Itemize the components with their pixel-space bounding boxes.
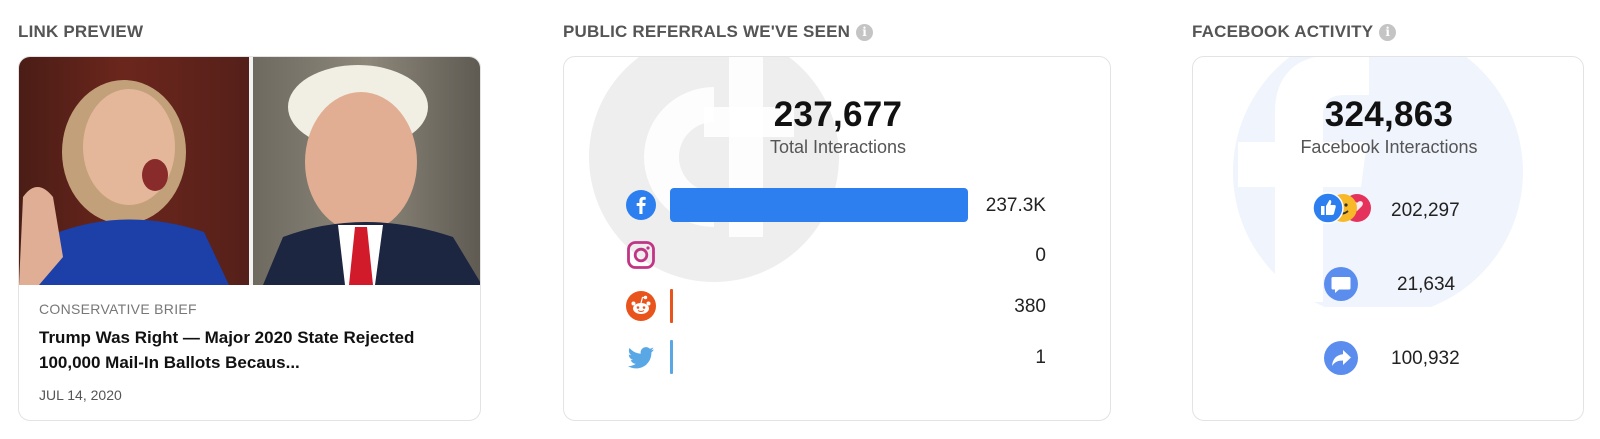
info-icon[interactable]: i <box>1379 23 1397 41</box>
referrals-card: 237,677 Total Interactions 237.3K 0 <box>563 56 1111 421</box>
referral-row-facebook: 237.3K <box>564 186 1110 226</box>
referral-row-instagram: 0 <box>564 236 1110 276</box>
facebook-activity-heading: FACEBOOK ACTIVITY i <box>1192 22 1397 42</box>
total-interactions-value: 237,677 <box>773 95 903 134</box>
referral-value-reddit: 380 <box>1014 296 1046 317</box>
twitter-icon <box>627 347 654 369</box>
referral-row-reddit: 380 <box>564 287 1110 327</box>
total-interactions-label: Total Interactions <box>769 137 907 157</box>
share-icon <box>1324 341 1358 375</box>
comments-count: 21,634 <box>1397 274 1456 295</box>
link-date: JUL 14, 2020 <box>39 387 122 403</box>
facebook-row-shares: 100,932 <box>1193 339 1583 379</box>
info-icon[interactable]: i <box>856 23 874 41</box>
referral-row-twitter: 1 <box>564 338 1110 378</box>
referral-bar-twitter <box>670 340 673 374</box>
link-preview-image <box>19 57 480 285</box>
referral-value-facebook: 237.3K <box>985 195 1046 216</box>
facebook-row-comments: 21,634 <box>1193 265 1583 305</box>
link-title[interactable]: Trump Was Right — Major 2020 State Rejec… <box>39 328 415 372</box>
facebook-interactions-label: Facebook Interactions <box>1300 137 1478 157</box>
reactions-icon <box>1312 192 1371 224</box>
comment-icon <box>1324 267 1358 301</box>
shares-count: 100,932 <box>1391 348 1460 369</box>
link-preview-card[interactable]: CONSERVATIVE BRIEF Trump Was Right — Maj… <box>18 56 481 421</box>
facebook-activity-card: 324,863 Facebook Interactions 202,297 21… <box>1192 56 1584 421</box>
facebook-row-reactions: 202,297 <box>1193 191 1583 231</box>
instagram-icon <box>627 241 655 269</box>
facebook-icon <box>626 190 656 220</box>
reactions-count: 202,297 <box>1391 200 1460 221</box>
referrals-heading: PUBLIC REFERRALS WE'VE SEEN i <box>563 22 874 42</box>
referral-value-twitter: 1 <box>1035 347 1046 368</box>
link-source: CONSERVATIVE BRIEF <box>39 301 197 317</box>
referral-bar-facebook <box>670 188 968 222</box>
reddit-icon <box>626 291 656 321</box>
photo-right <box>253 57 480 285</box>
facebook-interactions-value: 324,863 <box>1324 95 1454 134</box>
referral-bar-reddit <box>670 289 673 323</box>
photo-left <box>19 57 249 285</box>
referral-value-instagram: 0 <box>1035 245 1046 266</box>
link-preview-heading: LINK PREVIEW <box>18 22 144 41</box>
